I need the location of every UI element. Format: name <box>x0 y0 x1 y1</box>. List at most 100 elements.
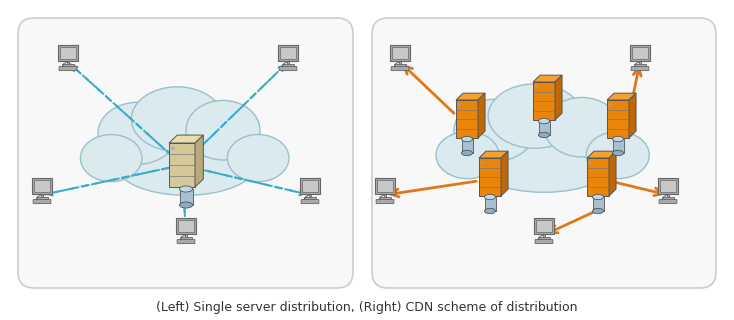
Ellipse shape <box>458 103 461 106</box>
FancyBboxPatch shape <box>535 240 553 244</box>
Bar <box>280 47 296 59</box>
Ellipse shape <box>81 134 142 182</box>
Ellipse shape <box>462 136 473 142</box>
Bar <box>394 64 406 66</box>
Polygon shape <box>609 151 616 196</box>
Polygon shape <box>587 158 609 196</box>
Polygon shape <box>607 100 629 138</box>
Bar <box>58 44 78 61</box>
Ellipse shape <box>484 194 495 200</box>
Bar <box>32 178 52 194</box>
FancyBboxPatch shape <box>33 200 51 204</box>
Ellipse shape <box>481 161 484 164</box>
FancyBboxPatch shape <box>279 67 297 71</box>
Polygon shape <box>607 93 636 100</box>
Ellipse shape <box>535 85 537 88</box>
Bar <box>287 61 289 64</box>
Ellipse shape <box>98 102 177 164</box>
Bar <box>309 194 311 197</box>
Bar <box>36 197 48 199</box>
Bar <box>278 44 298 61</box>
Bar <box>34 180 50 192</box>
Bar <box>484 197 495 211</box>
Polygon shape <box>456 93 485 100</box>
FancyBboxPatch shape <box>631 67 649 71</box>
Bar <box>178 220 194 232</box>
Ellipse shape <box>115 133 256 195</box>
Bar <box>634 64 646 66</box>
Ellipse shape <box>488 84 582 148</box>
Bar <box>300 178 320 194</box>
Polygon shape <box>501 151 508 196</box>
Ellipse shape <box>612 150 623 156</box>
Bar <box>639 61 642 64</box>
Bar <box>592 197 603 211</box>
Polygon shape <box>629 93 636 138</box>
FancyBboxPatch shape <box>376 200 394 204</box>
Bar <box>60 47 76 59</box>
Ellipse shape <box>544 98 619 157</box>
Polygon shape <box>456 100 478 138</box>
Ellipse shape <box>609 103 611 106</box>
Bar <box>304 197 316 199</box>
Polygon shape <box>479 151 508 158</box>
Bar <box>180 237 192 239</box>
Bar <box>612 139 623 153</box>
Ellipse shape <box>592 194 603 200</box>
Bar <box>302 180 318 192</box>
Bar <box>41 194 43 197</box>
Bar <box>661 180 676 192</box>
Bar <box>658 178 677 194</box>
Ellipse shape <box>539 118 550 124</box>
Bar <box>375 178 395 194</box>
Bar <box>538 237 550 239</box>
Ellipse shape <box>586 132 650 179</box>
Ellipse shape <box>484 208 495 214</box>
FancyBboxPatch shape <box>391 67 409 71</box>
Bar <box>539 121 550 135</box>
Ellipse shape <box>462 150 473 156</box>
Bar <box>662 197 674 199</box>
Polygon shape <box>195 135 203 187</box>
Polygon shape <box>479 158 501 196</box>
Text: (Left) Single server distribution, (Right) CDN scheme of distribution: (Left) Single server distribution, (Righ… <box>156 301 578 315</box>
Bar <box>632 47 647 59</box>
FancyBboxPatch shape <box>18 18 353 288</box>
Bar <box>462 139 473 153</box>
FancyBboxPatch shape <box>301 200 319 204</box>
Bar <box>542 234 545 237</box>
FancyBboxPatch shape <box>372 18 716 288</box>
Ellipse shape <box>592 208 603 214</box>
Bar <box>282 64 294 66</box>
Ellipse shape <box>186 100 260 160</box>
Ellipse shape <box>436 132 499 179</box>
Bar <box>377 180 393 192</box>
FancyBboxPatch shape <box>59 67 77 71</box>
Ellipse shape <box>612 136 623 142</box>
Ellipse shape <box>131 87 223 151</box>
Polygon shape <box>587 151 616 158</box>
FancyBboxPatch shape <box>659 200 677 204</box>
Bar <box>534 218 553 234</box>
Bar <box>180 189 192 205</box>
Ellipse shape <box>454 99 535 161</box>
Bar <box>176 218 196 234</box>
Bar <box>67 61 69 64</box>
Polygon shape <box>169 135 203 143</box>
Ellipse shape <box>589 161 592 164</box>
Polygon shape <box>478 93 485 138</box>
Bar <box>384 194 386 197</box>
Bar <box>392 47 407 59</box>
Ellipse shape <box>180 202 192 208</box>
Bar <box>185 234 187 237</box>
Bar <box>62 64 74 66</box>
Ellipse shape <box>228 134 289 182</box>
Bar <box>631 44 650 61</box>
Bar <box>399 61 401 64</box>
FancyBboxPatch shape <box>177 240 195 244</box>
Bar <box>537 220 552 232</box>
Polygon shape <box>555 75 562 120</box>
Bar <box>390 44 410 61</box>
Ellipse shape <box>171 147 175 150</box>
Polygon shape <box>533 75 562 82</box>
